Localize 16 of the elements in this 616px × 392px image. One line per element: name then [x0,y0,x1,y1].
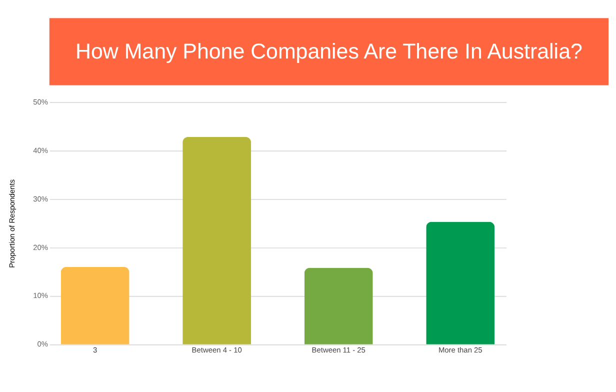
y-tick-label: 50% [33,97,48,106]
x-tick-label: Between 4 - 10 [192,345,242,354]
x-tick-label: More than 25 [438,345,482,354]
y-tick-label: 0% [37,340,48,349]
y-tick-label: 30% [33,194,48,204]
bar [426,222,495,344]
bar [60,266,130,344]
bar [182,136,252,344]
y-tick-label: 40% [33,146,48,155]
y-tick-label: 20% [33,242,48,252]
chart-title: How Many Phone Companies Are There In Australia? [76,39,582,64]
y-axis-title: Proportion of Respondents [7,179,16,268]
y-tick-label: 10% [33,291,48,300]
x-tick-label: Between 11 - 25 [312,345,366,354]
x-tick-label: 3 [92,345,98,354]
bar [304,268,373,344]
